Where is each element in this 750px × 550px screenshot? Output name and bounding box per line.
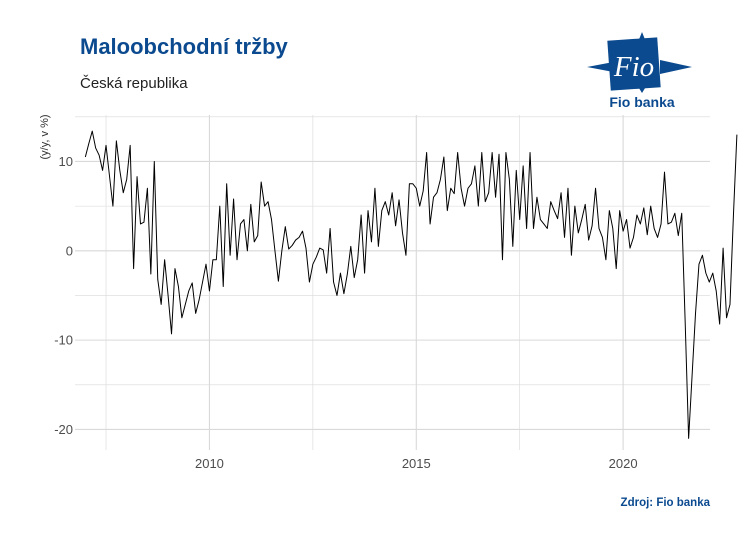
x-tick-label: 2020	[609, 456, 638, 471]
y-tick-label: 10	[59, 154, 73, 169]
series-line	[84, 130, 738, 439]
logo-star-right	[660, 60, 692, 74]
y-tick-label: -10	[54, 333, 73, 348]
x-tick-label: 2015	[402, 456, 431, 471]
logo-box	[607, 37, 661, 91]
y-tick-label: 0	[66, 243, 73, 258]
y-axis-label: (y/y, v %)	[39, 114, 51, 159]
y-axis-ticks: -20 -10 0 10	[54, 154, 73, 437]
y-tick-label: -20	[54, 422, 73, 437]
chart-subtitle: Česká republika	[80, 75, 188, 92]
x-axis-ticks: 2010 2015 2020	[195, 456, 638, 471]
fio-logo-mark: Fio	[587, 32, 692, 93]
source-note: Zdroj: Fio banka	[620, 497, 710, 509]
logo-name: Fio banka	[609, 94, 675, 110]
x-tick-label: 2010	[195, 456, 224, 471]
fio-logo: Fio Fio banka	[582, 30, 702, 116]
chart-title: Maloobchodní tržby	[80, 34, 288, 59]
minor-gridlines	[75, 115, 710, 450]
logo-mark-text: Fio	[613, 51, 654, 83]
major-gridlines	[75, 115, 710, 450]
